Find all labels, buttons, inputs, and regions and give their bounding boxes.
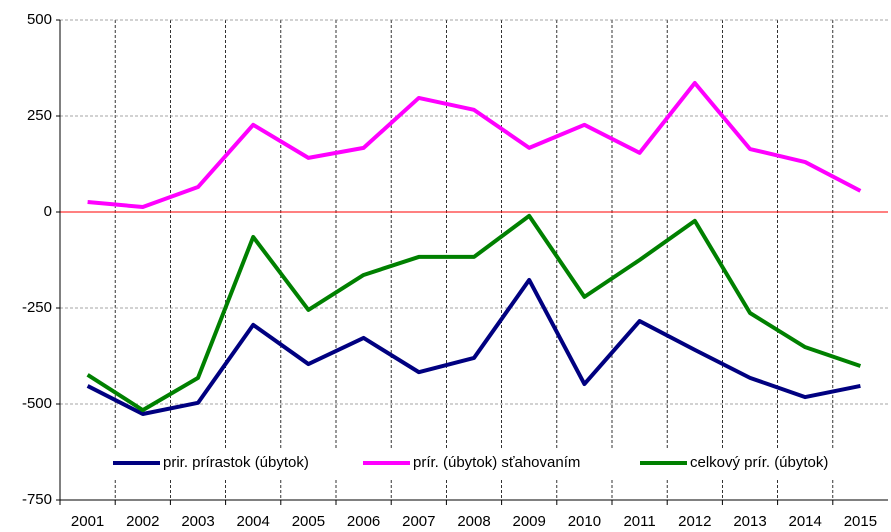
series-line [87,80,862,210]
x-tick-label: 2013 [733,513,766,530]
legend-label: celkový prír. (úbytok) [690,454,828,471]
x-tick-label: 2007 [402,513,435,530]
x-tick-label: 2009 [513,513,546,530]
x-tick-label: 2001 [71,513,104,530]
x-tick-label: 2015 [844,513,877,530]
x-tick-label: 2011 [623,513,655,530]
series-line [86,277,861,416]
x-tick-label: 2012 [678,513,711,530]
y-tick-label: 0 [44,203,52,220]
y-tick-label: -750 [22,491,52,508]
legend-label: prír. (úbytok) sťahovaním [413,454,580,471]
x-tick-label: 2005 [292,513,325,530]
legend-label: prir. prírastok (úbytok) [163,454,309,471]
x-tick-label: 2014 [789,513,822,530]
y-tick-label: -500 [22,395,52,412]
series-line [86,213,862,413]
y-tick-label: 500 [27,11,52,28]
legend [105,448,865,478]
x-tick-label: 2003 [181,513,214,530]
x-tick-label: 2008 [457,513,490,530]
x-tick-label: 2006 [347,513,380,530]
x-tick-label: 2002 [126,513,159,530]
y-tick-label: -250 [22,299,52,316]
x-tick-label: 2004 [237,513,270,530]
x-tick-label: 2010 [568,513,601,530]
y-tick-label: 250 [27,107,52,124]
